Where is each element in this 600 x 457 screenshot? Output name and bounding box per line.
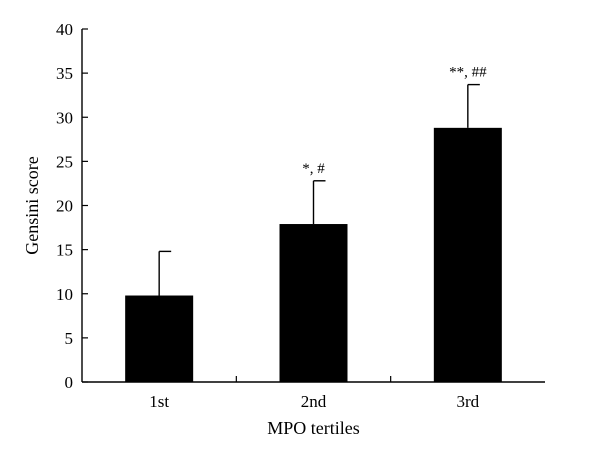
y-tick-label: 25 xyxy=(56,152,73,171)
y-axis-label: Gensini score xyxy=(22,156,42,254)
y-tick-label: 35 xyxy=(56,64,73,83)
significance-annotations: *, # **, ## xyxy=(302,65,487,177)
bar xyxy=(125,295,194,382)
y-tick-label: 0 xyxy=(65,373,74,392)
bar xyxy=(279,224,348,382)
error-bars xyxy=(158,83,480,296)
x-tick-label: 3rd xyxy=(456,392,479,411)
y-tick-label: 10 xyxy=(56,285,73,304)
y-tick-label: 40 xyxy=(56,20,73,39)
x-axis-label: MPO tertiles xyxy=(267,418,360,438)
y-tick-label: 15 xyxy=(56,241,73,260)
y-axis-ticks: 0 5 10 15 20 25 30 35 40 xyxy=(56,20,88,392)
bars xyxy=(125,127,502,382)
significance-label: *, # xyxy=(302,161,325,177)
y-tick-label: 20 xyxy=(56,197,73,216)
x-tick-label: 2nd xyxy=(301,392,327,411)
x-axis-ticks: 1st 2nd 3rd xyxy=(149,376,480,411)
bar xyxy=(433,127,502,382)
significance-label: **, ## xyxy=(449,65,487,81)
x-tick-label: 1st xyxy=(149,392,169,411)
y-tick-label: 5 xyxy=(65,329,74,348)
y-tick-label: 30 xyxy=(56,108,73,127)
